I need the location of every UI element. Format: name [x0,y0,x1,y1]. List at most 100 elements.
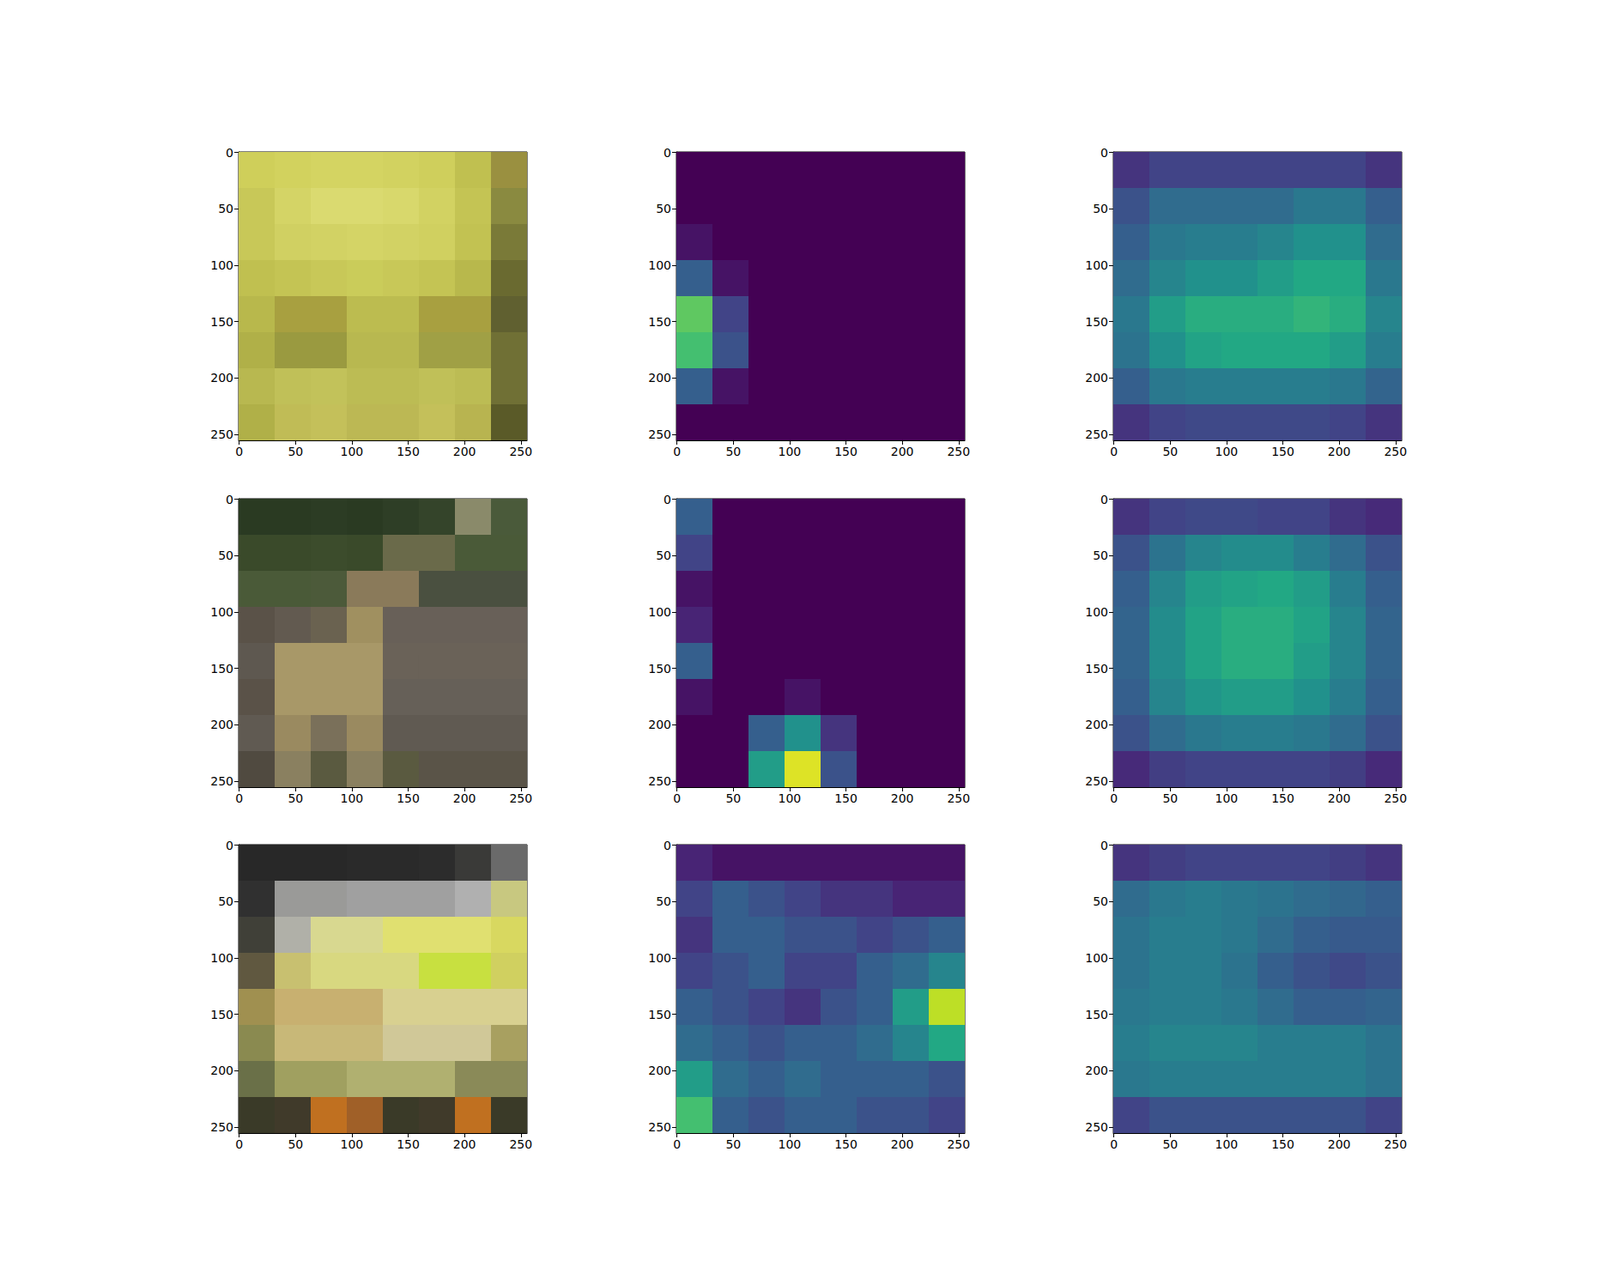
svg-text:200: 200 [648,717,672,732]
svg-text:50: 50 [1092,548,1109,563]
svg-text:150: 150 [396,1137,420,1152]
svg-text:100: 100 [210,951,234,965]
svg-text:200: 200 [890,791,915,806]
svg-text:0: 0 [1109,791,1118,806]
svg-text:100: 100 [1084,951,1109,965]
svg-text:150: 150 [210,1007,234,1022]
svg-text:250: 250 [648,1120,672,1134]
svg-text:100: 100 [1084,605,1109,619]
svg-text:250: 250 [509,1137,533,1152]
svg-text:200: 200 [453,1137,477,1152]
svg-text:100: 100 [1215,444,1239,459]
svg-text:150: 150 [396,444,420,459]
svg-text:50: 50 [287,444,304,459]
svg-text:100: 100 [340,1137,364,1152]
svg-text:200: 200 [453,444,477,459]
svg-text:150: 150 [834,791,858,806]
svg-text:50: 50 [1092,201,1109,216]
svg-text:200: 200 [648,370,672,385]
svg-text:0: 0 [672,444,681,459]
svg-text:200: 200 [1084,717,1109,732]
svg-text:50: 50 [1092,894,1109,909]
svg-text:150: 150 [1084,1007,1109,1022]
svg-text:150: 150 [396,791,420,806]
svg-text:150: 150 [648,1007,672,1022]
svg-text:50: 50 [287,1137,304,1152]
svg-text:0: 0 [225,492,234,507]
svg-text:100: 100 [778,1137,802,1152]
svg-text:50: 50 [218,894,234,909]
svg-text:100: 100 [210,605,234,619]
svg-text:50: 50 [1162,1137,1178,1152]
svg-text:50: 50 [1162,444,1178,459]
svg-text:0: 0 [672,791,681,806]
svg-text:0: 0 [1100,838,1109,853]
svg-text:0: 0 [663,838,672,853]
svg-text:100: 100 [210,258,234,273]
svg-text:200: 200 [210,1063,234,1078]
svg-text:150: 150 [1271,791,1295,806]
svg-text:150: 150 [210,315,234,329]
svg-text:0: 0 [225,145,234,160]
svg-text:200: 200 [648,1063,672,1078]
svg-text:250: 250 [1084,774,1109,788]
svg-text:0: 0 [663,492,672,507]
svg-text:150: 150 [1084,315,1109,329]
svg-text:250: 250 [648,427,672,442]
svg-text:0: 0 [663,145,672,160]
svg-text:250: 250 [1383,1137,1407,1152]
svg-text:50: 50 [218,201,234,216]
svg-text:100: 100 [1084,258,1109,273]
svg-text:50: 50 [655,894,672,909]
svg-text:0: 0 [235,1137,243,1152]
svg-text:200: 200 [890,444,915,459]
svg-text:200: 200 [890,1137,915,1152]
svg-text:150: 150 [834,444,858,459]
svg-text:100: 100 [1215,791,1239,806]
svg-text:150: 150 [834,1137,858,1152]
svg-text:0: 0 [225,838,234,853]
svg-text:250: 250 [1084,427,1109,442]
svg-text:200: 200 [453,791,477,806]
svg-text:250: 250 [1383,791,1407,806]
svg-text:250: 250 [648,774,672,788]
svg-text:0: 0 [1100,492,1109,507]
svg-text:250: 250 [509,791,533,806]
svg-text:100: 100 [648,605,672,619]
svg-text:50: 50 [725,1137,741,1152]
svg-text:50: 50 [218,548,234,563]
svg-text:50: 50 [655,201,672,216]
svg-text:250: 250 [946,1137,970,1152]
svg-text:50: 50 [287,791,304,806]
svg-text:50: 50 [725,444,741,459]
svg-text:100: 100 [340,444,364,459]
svg-text:150: 150 [648,661,672,676]
svg-text:250: 250 [1383,444,1407,459]
svg-text:200: 200 [1084,1063,1109,1078]
svg-text:150: 150 [1271,1137,1295,1152]
svg-text:250: 250 [946,444,970,459]
svg-text:250: 250 [1084,1120,1109,1134]
svg-text:250: 250 [210,774,234,788]
svg-text:50: 50 [725,791,741,806]
svg-text:200: 200 [1327,791,1352,806]
svg-text:0: 0 [672,1137,681,1152]
svg-text:200: 200 [210,717,234,732]
svg-text:100: 100 [778,791,802,806]
svg-text:100: 100 [1215,1137,1239,1152]
svg-text:0: 0 [1100,145,1109,160]
svg-text:50: 50 [655,548,672,563]
svg-text:0: 0 [235,444,243,459]
svg-text:150: 150 [210,661,234,676]
svg-text:250: 250 [509,444,533,459]
svg-text:250: 250 [946,791,970,806]
svg-text:100: 100 [648,258,672,273]
svg-text:250: 250 [210,427,234,442]
svg-text:100: 100 [340,791,364,806]
svg-text:0: 0 [1109,444,1118,459]
svg-text:0: 0 [235,791,243,806]
svg-text:150: 150 [1271,444,1295,459]
svg-text:150: 150 [648,315,672,329]
svg-text:200: 200 [1327,444,1352,459]
svg-text:200: 200 [1327,1137,1352,1152]
